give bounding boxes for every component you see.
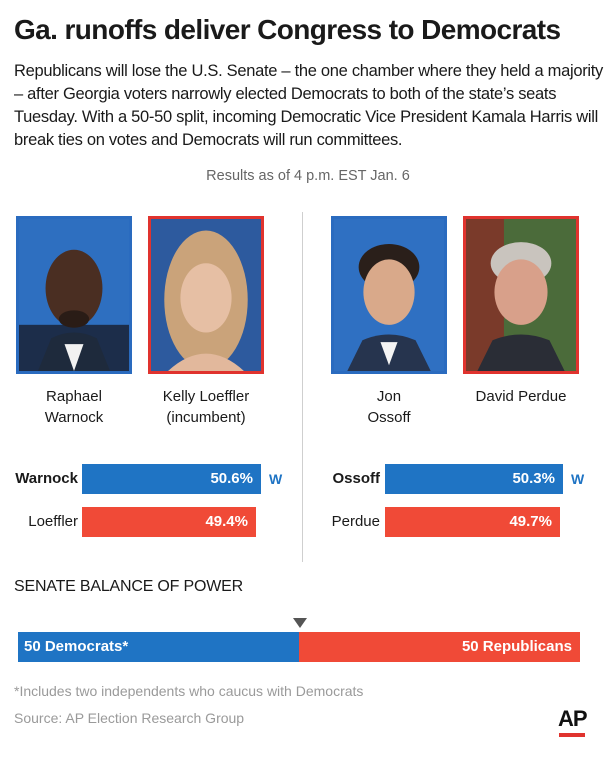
balance-dem-segment: 50 Democrats* [18, 632, 299, 662]
race-divider [302, 212, 303, 562]
source-note: Source: AP Election Research Group [14, 710, 245, 726]
bar-label-loeffler: Loeffler [28, 513, 78, 530]
balance-rep-label: 50 Republicans [461, 638, 572, 655]
candidate-name-line: (incumbent) [166, 409, 246, 426]
winner-mark-ossoff: W [571, 471, 585, 487]
bar-perdue: 49.7% [385, 507, 560, 537]
candidate-name-warnock: Raphael Warnock [4, 386, 144, 428]
candidate-name-line: Ossoff [367, 409, 411, 426]
majority-marker-icon [293, 618, 307, 628]
candidate-name-line: David Perdue [475, 388, 567, 405]
ap-logo-underline [559, 733, 585, 737]
candidate-name-line: Jon [376, 388, 402, 405]
balance-dem-label: 50 Democrats* [24, 638, 129, 655]
loeffler-photo [148, 216, 264, 374]
data-label-warnock: 50.6% [210, 470, 253, 487]
warnock-photo [16, 216, 132, 374]
data-label-perdue: 49.7% [509, 513, 552, 530]
candidate-name-line: Warnock [44, 409, 104, 426]
data-label-loeffler: 49.4% [205, 513, 248, 530]
bar-ossoff: 50.3% [385, 464, 563, 494]
balance-title: SENATE BALANCE OF POWER [14, 578, 243, 595]
page-title: Ga. runoffs deliver Congress to Democrat… [14, 14, 561, 45]
data-label-ossoff: 50.3% [512, 470, 555, 487]
candidate-name-line: Raphael [46, 388, 102, 405]
bar-label-perdue: Perdue [331, 513, 380, 530]
bar-label-ossoff: Ossoff [332, 470, 380, 487]
footnote: *Includes two independents who caucus wi… [14, 683, 364, 699]
perdue-photo [463, 216, 579, 374]
winner-mark-warnock: W [269, 471, 283, 487]
intro-text: Republicans will lose the U.S. Senate – … [14, 62, 603, 149]
ap-logo: AP [558, 706, 588, 731]
candidate-name-loeffler: Kelly Loeffler (incumbent) [136, 386, 276, 428]
candidate-name-perdue: David Perdue [451, 386, 591, 407]
bar-label-warnock: Warnock [15, 470, 78, 487]
results-timestamp: Results as of 4 p.m. EST Jan. 6 [206, 168, 410, 184]
balance-bar: 50 Democrats* 50 Republicans [18, 632, 580, 662]
candidate-name-ossoff: Jon Ossoff [319, 386, 459, 428]
bar-warnock: 50.6% [82, 464, 261, 494]
candidate-name-line: Kelly Loeffler [162, 388, 250, 405]
bar-loeffler: 49.4% [82, 507, 256, 537]
balance-rep-segment: 50 Republicans [299, 632, 580, 662]
ossoff-photo [331, 216, 447, 374]
